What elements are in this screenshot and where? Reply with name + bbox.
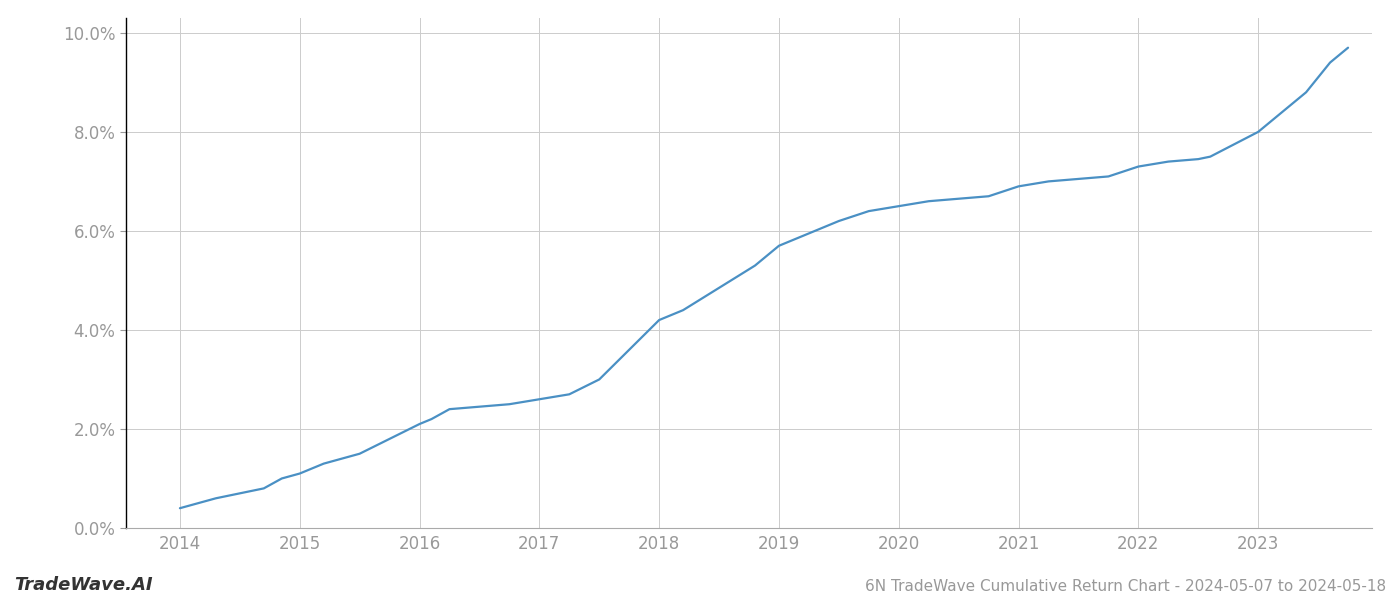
- Text: TradeWave.AI: TradeWave.AI: [14, 576, 153, 594]
- Text: 6N TradeWave Cumulative Return Chart - 2024-05-07 to 2024-05-18: 6N TradeWave Cumulative Return Chart - 2…: [865, 579, 1386, 594]
